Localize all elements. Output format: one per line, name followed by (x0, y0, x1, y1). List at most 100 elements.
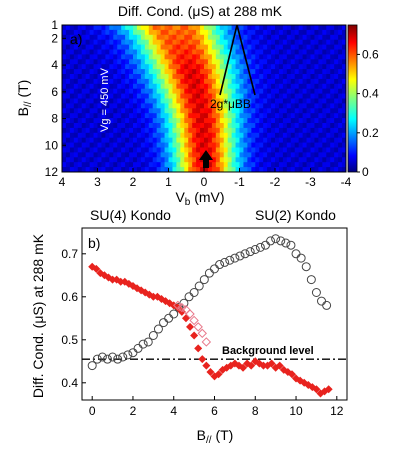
heatmap-cell (93, 113, 99, 119)
heatmap-cell (318, 88, 323, 95)
heatmap-cell (93, 59, 99, 65)
heatmap-cell (196, 108, 201, 114)
heatmap-cell (69, 59, 75, 65)
heatmap-cell (85, 103, 91, 109)
heatmap-cell (294, 59, 300, 65)
heatmap-cell (77, 88, 83, 95)
heatmap-cell (192, 142, 197, 149)
heatmap-cell (290, 98, 296, 104)
heatmap-cell (310, 59, 316, 65)
heatmap-cell (334, 74, 339, 80)
heatmap-cell (271, 118, 276, 124)
heatmap-cell (290, 127, 296, 134)
heatmap-cell (168, 157, 174, 163)
heatmap-cell (251, 69, 256, 75)
heatmap-cell (338, 25, 343, 31)
heatmap-cell (109, 49, 114, 55)
heatmap-cell (334, 39, 339, 46)
heatmap-cell (73, 162, 79, 168)
heatmap-cell (133, 78, 138, 85)
heatmap-cell (271, 152, 276, 158)
heatmap-cell (259, 118, 264, 124)
open-circle-point (260, 240, 270, 250)
heatmap-cell (223, 25, 229, 31)
heatmap-cell (247, 78, 252, 85)
heatmap-cell (211, 167, 217, 172)
heatmap-cell (133, 74, 138, 80)
heatmap-cell (196, 162, 201, 168)
heatmap-cell (97, 147, 103, 153)
heatmap-cell (180, 162, 185, 168)
heatmap-cell (251, 157, 256, 163)
heatmap-cell (298, 147, 304, 153)
heatmap-cell (298, 127, 304, 134)
heatmap-cell (215, 108, 221, 114)
heatmap-cell (89, 167, 95, 172)
heatmap-cell (278, 25, 284, 31)
heatmap-cell (334, 78, 339, 85)
heatmap-cell (65, 118, 71, 124)
heatmap-cell (176, 113, 181, 119)
heatmap-cell (160, 132, 166, 139)
heatmap-cell (302, 113, 308, 119)
heatmap-cell (140, 137, 146, 144)
heatmap-cell (247, 54, 252, 60)
heatmap-cell (306, 142, 312, 149)
heatmap-cell (231, 25, 237, 31)
heatmap-cell (267, 39, 272, 46)
heatmap-cell (101, 59, 106, 65)
heatmap-cell (243, 88, 248, 95)
heatmap-cell (278, 142, 284, 149)
heatmap-cell (109, 127, 114, 134)
filled-diamond-point (275, 361, 284, 370)
heatmap-cell (306, 167, 312, 172)
heatmap-cell (302, 54, 308, 60)
heatmap-cell (172, 54, 177, 60)
heatmap-cell (180, 157, 185, 163)
heatmap-cell (93, 54, 99, 60)
zeeman-annotation: 2g*μBB (210, 97, 251, 111)
heatmap-cell (89, 83, 95, 90)
heatmap-cell (93, 162, 99, 168)
heatmap-cell (184, 147, 189, 153)
heatmap-cell (184, 34, 189, 41)
heatmap-cell (168, 98, 174, 104)
heatmap-cell (65, 147, 71, 153)
heatmap-cell (239, 108, 245, 114)
heatmap-cell (81, 132, 87, 139)
heatmap-cell (184, 113, 189, 119)
heatmap-cell (62, 103, 67, 109)
heatmap-cell (144, 78, 150, 85)
heatmap-cell (133, 88, 138, 95)
heatmap-cell (136, 132, 142, 139)
heatmap-cell (302, 78, 308, 85)
heatmap-cell (156, 113, 162, 119)
heatmap-cell (129, 39, 134, 46)
heatmap-cell (306, 69, 312, 75)
open-circle-point (322, 300, 332, 310)
heatmap-cell (318, 59, 323, 65)
heatmap-cell (97, 69, 103, 75)
heatmap-cell (207, 108, 213, 114)
heatmap-cell (330, 127, 335, 134)
heatmap-cell (290, 74, 296, 80)
heatmap-cell (69, 118, 75, 124)
heatmap-cell (231, 49, 237, 55)
heatmap-cell (342, 108, 346, 114)
heatmap-cell (302, 142, 308, 149)
heatmap-cell (263, 108, 268, 114)
heatmap-cell (235, 142, 241, 149)
heatmap-cell (117, 78, 122, 85)
heatmap-cell (121, 59, 126, 65)
filled-diamond-point (181, 314, 190, 323)
heatmap-cell (286, 64, 292, 70)
heatmap-cell (188, 103, 193, 109)
heatmap-cell (239, 103, 245, 109)
heatmap-cell (196, 147, 201, 153)
heatmap-cell (176, 93, 181, 100)
heatmap-cell (121, 34, 126, 41)
heatmap-cell (243, 127, 248, 134)
heatmap-cell (89, 142, 95, 149)
heatmap-cell (129, 54, 134, 60)
heatmap-cell (133, 157, 138, 163)
